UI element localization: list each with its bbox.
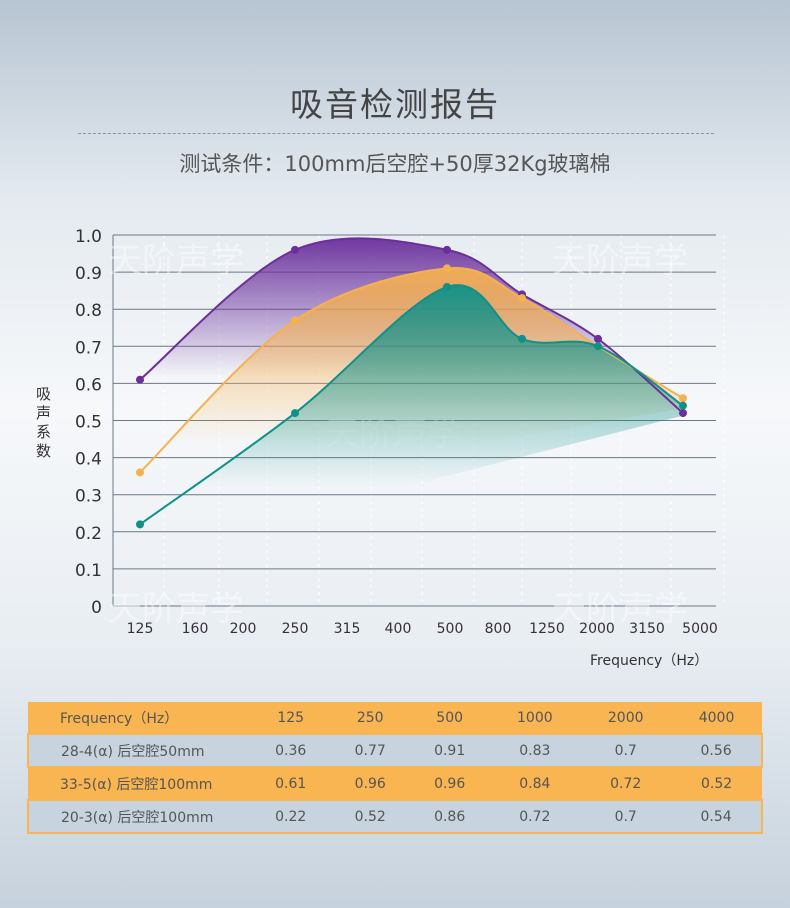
watermark: 天阶声学 [108,241,244,281]
data-point [443,245,451,254]
divider [78,133,714,134]
data-table: Frequency（Hz） 125 250 500 1000 2000 4000… [27,702,763,834]
x-tick-label: 800 [485,621,512,637]
header-cell: 2000 [580,702,672,734]
table-row: 33-5(α) 后空腔100mm 0.61 0.96 0.96 0.84 0.7… [28,767,762,800]
watermark: 天阶声学 [552,589,688,629]
table-row: 28-4(α) 后空腔50mm 0.36 0.77 0.91 0.83 0.7 … [27,733,763,768]
watermark: 天阶声学 [552,241,688,281]
data-point [679,394,687,403]
x-axis-label: Frequency（Hz） [590,653,709,669]
cell: 0.77 [330,733,410,768]
series-area [140,285,683,555]
cell: 0.52 [671,767,762,800]
y-axis-label: 吸声系数 [36,385,52,460]
x-tick-label: 315 [334,621,361,637]
y-tick-label: 1.0 [75,227,102,247]
table-header-row: Frequency（Hz） 125 250 500 1000 2000 4000 [28,702,762,734]
header-cell: 500 [409,702,490,734]
x-tick-label: 3150 [629,621,665,637]
y-tick-label: 0.7 [75,338,102,358]
header-cell: 125 [251,702,331,734]
cell: 0.72 [580,767,672,800]
y-tick-label: 0.5 [75,413,102,433]
data-point [291,245,299,254]
y-tick-label: 0.9 [75,264,102,284]
x-tick-label: 125 [127,621,154,637]
y-tick-label: 0.3 [75,487,102,507]
header-cell: 1000 [489,702,581,734]
x-tick-label: 160 [182,621,209,637]
cell: 0.96 [409,767,490,800]
watermark: 天阶声学 [108,589,244,629]
cell: 28-4(α) 后空腔50mm [27,733,251,768]
y-tick-label: 0.8 [75,301,102,321]
data-point [679,409,687,418]
chart: 0 0.1 0.2 0.3 0.4 0.5 0.6 0.7 0.8 0.9 1.0 125 160 200… [74,227,718,637]
cell: 0.56 [671,733,763,768]
table-row: 20-3(α) 后空腔100mm 0.22 0.52 0.86 0.72 0.7… [27,799,763,834]
data-point [136,520,144,529]
cell: 0.72 [489,799,581,834]
cell: 0.83 [489,733,581,768]
cell: 0.36 [251,733,331,768]
cell: 0.22 [251,799,331,834]
data-point [518,334,526,343]
x-tick-label: 200 [230,621,257,637]
data-point [443,264,451,273]
cell: 33-5(α) 后空腔100mm [28,767,251,800]
header-cell: 4000 [671,702,762,734]
cell: 20-3(α) 后空腔100mm [27,799,251,834]
x-tick-label: 500 [437,621,464,637]
x-tick-label: 250 [282,621,309,637]
data-point [679,401,687,410]
header-cell: Frequency（Hz） [28,702,251,734]
cell: 0.61 [251,767,331,800]
data-point [136,468,144,477]
subtitle: 测试条件：100mm后空腔+50厚32Kg玻璃棉 [179,152,611,176]
data-point [443,282,451,291]
cell: 0.7 [580,733,672,768]
x-tick-label: 2000 [579,621,615,637]
cell: 0.52 [330,799,410,834]
y-tick-label: 0.6 [75,375,102,395]
data-point [518,294,526,303]
data-point [594,334,602,343]
cell: 0.96 [330,767,410,800]
data-point [136,375,144,384]
y-tick-label: 0.2 [75,524,102,544]
data-point [594,342,602,351]
data-point [291,316,299,325]
cell: 0.54 [671,799,763,834]
cell: 0.84 [489,767,581,800]
series-line [139,237,684,414]
data-point [291,409,299,418]
y-tick-label: 0.4 [75,450,102,470]
cell: 0.7 [580,799,672,834]
header-cell: 250 [330,702,410,734]
x-tick-label: 400 [385,621,412,637]
y-tick-label: 0 [91,598,102,618]
x-tick-label: 1250 [529,621,565,637]
cell: 0.86 [409,799,490,834]
x-tick-label: 5000 [682,621,718,637]
page-title: 吸音检测报告 [290,85,500,124]
y-tick-label: 0.1 [75,561,102,581]
cell: 0.91 [409,733,490,768]
